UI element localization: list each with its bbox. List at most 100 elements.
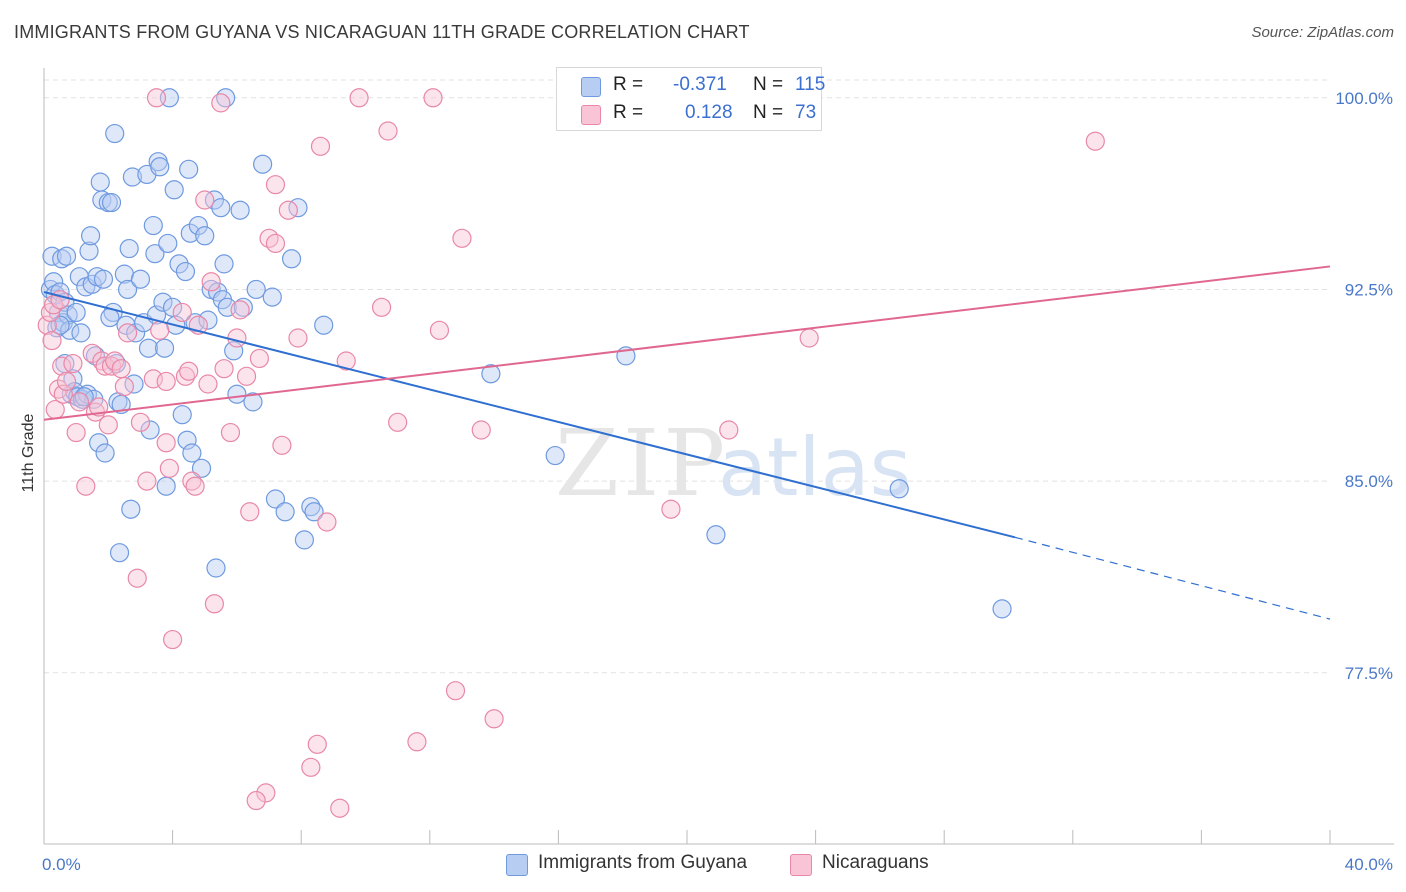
- y-axis-label: 11th Grade: [20, 413, 37, 492]
- legend-n-label: N =: [753, 74, 784, 95]
- point-guyana: [182, 443, 202, 463]
- point-guyana: [304, 502, 324, 522]
- point-guyana: [60, 320, 80, 340]
- point-nicaraguans: [445, 681, 466, 701]
- legend-n-value: 115: [795, 74, 826, 95]
- source-credit: Source: ZipAtlas.com: [1251, 24, 1394, 41]
- point-nicaraguans: [50, 290, 70, 310]
- point-nicaraguans: [484, 709, 504, 729]
- point-nicaraguans: [98, 415, 118, 435]
- point-nicaraguans: [317, 512, 337, 532]
- point-nicaraguans: [204, 594, 224, 614]
- point-guyana: [265, 489, 286, 509]
- point-guyana: [140, 420, 160, 440]
- point-nicaraguans: [310, 136, 331, 156]
- point-nicaraguans: [195, 190, 215, 210]
- point-guyana: [77, 384, 98, 404]
- point-guyana: [85, 346, 106, 366]
- point-guyana: [992, 599, 1012, 619]
- point-guyana: [89, 433, 109, 453]
- point-guyana: [243, 392, 263, 412]
- point-guyana: [153, 292, 173, 312]
- point-nicaraguans: [265, 175, 286, 195]
- point-guyana: [706, 525, 726, 545]
- point-guyana: [206, 558, 226, 578]
- point-nicaraguans: [42, 330, 62, 351]
- point-guyana: [889, 479, 909, 499]
- point-nicaraguans: [82, 343, 102, 363]
- point-guyana: [81, 226, 101, 246]
- point-guyana: [195, 226, 215, 246]
- point-nicaraguans: [114, 376, 134, 397]
- point-nicaraguans: [185, 476, 205, 496]
- point-nicaraguans: [159, 458, 179, 478]
- point-guyana: [130, 269, 151, 289]
- point-nicaraguans: [89, 397, 109, 417]
- legend-r-label: R =: [613, 102, 644, 123]
- point-guyana: [227, 384, 247, 404]
- point-guyana: [198, 310, 218, 330]
- point-nicaraguans: [56, 371, 77, 392]
- point-nicaraguans: [52, 356, 72, 376]
- point-guyana: [109, 543, 130, 563]
- data-points: [37, 88, 1105, 818]
- point-guyana: [105, 123, 125, 144]
- point-nicaraguans: [240, 502, 260, 522]
- point-guyana: [180, 223, 200, 243]
- trend-line-nicaraguans: [43, 265, 1331, 421]
- point-nicaraguans: [111, 359, 131, 379]
- point-nicaraguans: [471, 420, 491, 440]
- point-nicaraguans: [429, 320, 450, 340]
- point-guyana: [545, 445, 565, 466]
- point-guyana: [164, 180, 184, 200]
- point-guyana: [301, 497, 321, 517]
- point-nicaraguans: [388, 412, 408, 432]
- point-nicaraguans: [146, 88, 167, 108]
- y-tick-label: 92.5%: [1345, 280, 1393, 299]
- y-tick-label: 85.0%: [1345, 472, 1393, 491]
- point-guyana: [66, 302, 86, 323]
- point-guyana: [150, 157, 170, 177]
- point-nicaraguans: [1085, 131, 1105, 151]
- point-guyana: [71, 323, 91, 343]
- legend-label-nicaraguans: Nicaraguans: [822, 852, 929, 873]
- point-guyana: [156, 476, 176, 496]
- point-nicaraguans: [246, 790, 266, 811]
- point-guyana: [145, 244, 165, 264]
- point-nicaraguans: [719, 420, 739, 440]
- point-nicaraguans: [175, 366, 196, 386]
- point-nicaraguans: [371, 297, 392, 317]
- point-nicaraguans: [76, 476, 96, 496]
- tick-labels: 100.0% 92.5% 85.0% 77.5% 0.0% 40.0% 11th Grade: [20, 89, 1393, 874]
- trend-lines: [43, 265, 1331, 620]
- point-nicaraguans: [407, 732, 427, 752]
- point-guyana: [126, 323, 146, 343]
- point-guyana: [214, 254, 234, 274]
- legend-swatch-guyana: [506, 854, 528, 876]
- point-nicaraguans: [330, 798, 350, 818]
- point-guyana: [275, 502, 295, 522]
- point-nicaraguans: [69, 392, 89, 412]
- legend-r-value: -0.371: [673, 74, 727, 95]
- y-tick-label: 77.5%: [1345, 664, 1393, 683]
- point-guyana: [90, 172, 110, 192]
- point-guyana: [95, 443, 115, 463]
- point-guyana: [481, 364, 501, 384]
- point-nicaraguans: [163, 629, 183, 650]
- point-nicaraguans: [105, 351, 125, 371]
- point-guyana: [56, 246, 77, 266]
- point-nicaraguans: [272, 435, 292, 455]
- point-guyana: [122, 167, 143, 187]
- point-guyana: [246, 279, 266, 300]
- point-nicaraguans: [378, 121, 398, 141]
- point-nicaraguans: [63, 353, 83, 374]
- point-nicaraguans: [37, 315, 57, 335]
- x-tick-label: 0.0%: [42, 855, 81, 874]
- point-guyana: [154, 338, 175, 358]
- watermark-atlas: atlas: [718, 421, 911, 514]
- point-nicaraguans: [349, 88, 369, 108]
- point-nicaraguans: [117, 323, 138, 343]
- point-nicaraguans: [179, 361, 199, 381]
- point-guyana: [101, 192, 122, 213]
- point-guyana: [204, 190, 224, 210]
